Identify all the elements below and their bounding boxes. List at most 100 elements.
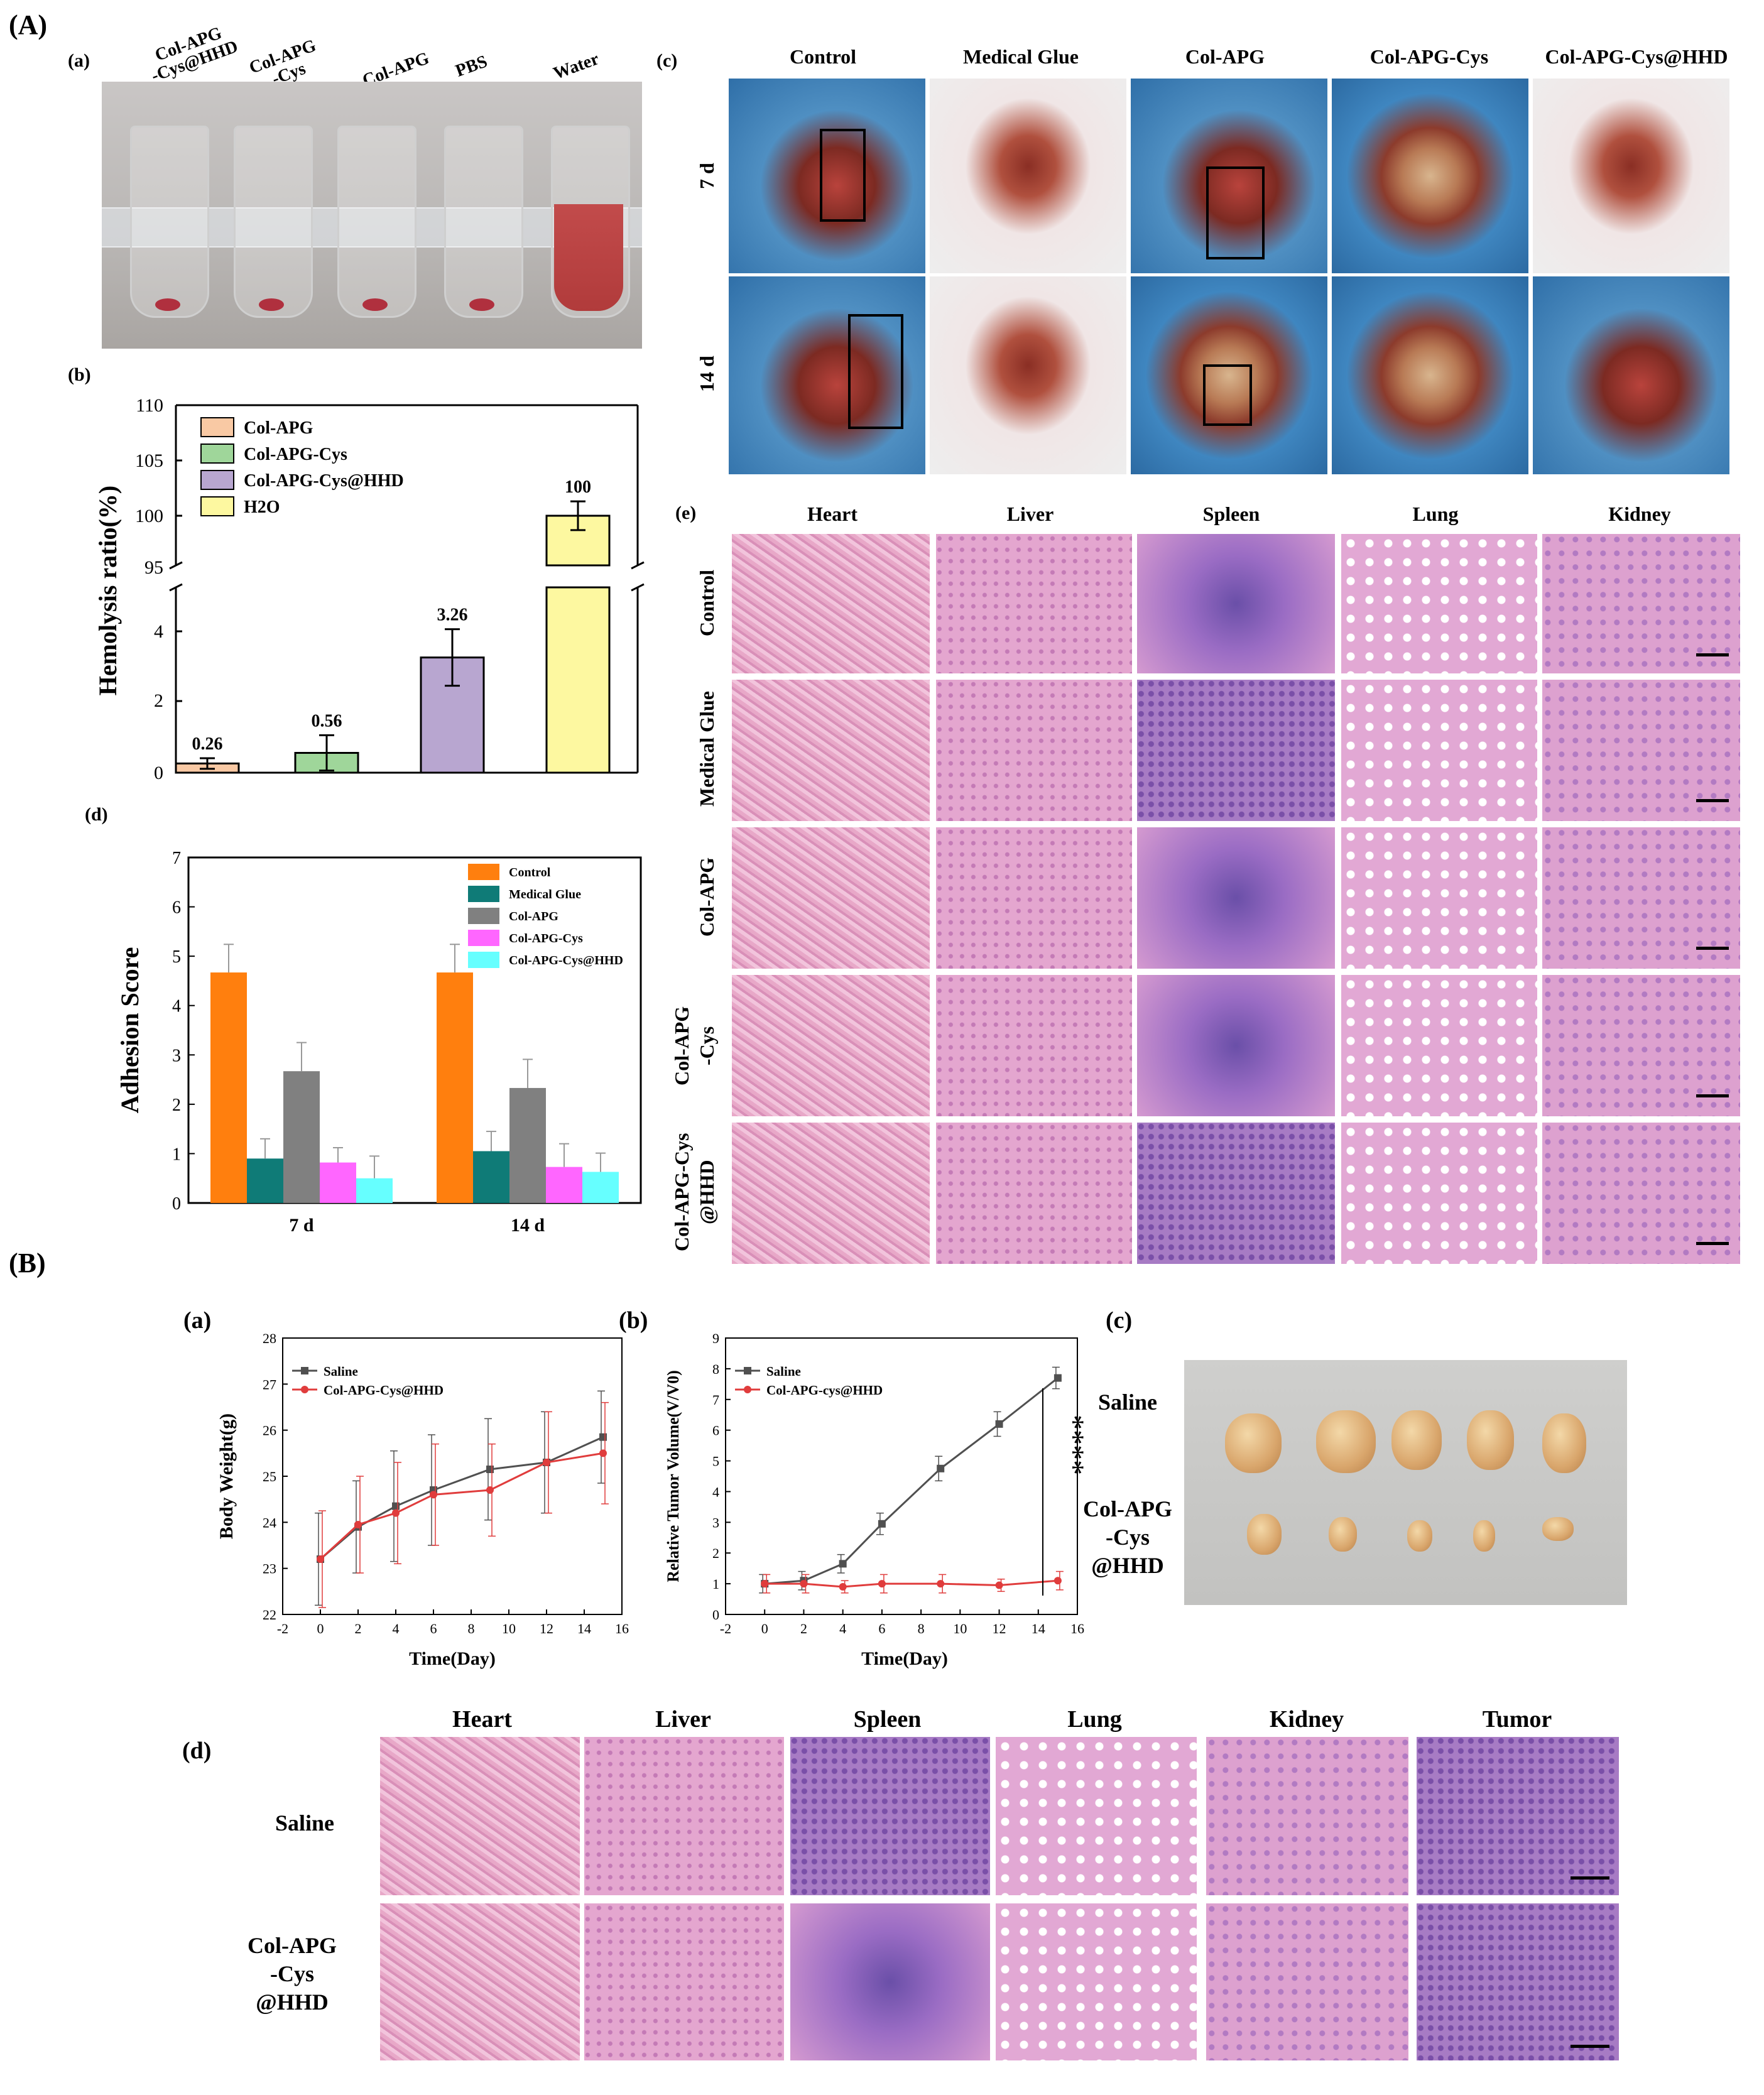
adh-ytick-0: 0 — [172, 1194, 181, 1214]
hemo-legend-label-3: Col-APG-Cys@HHD — [244, 471, 404, 491]
surgery-col-medical-glue: Medical Glue — [963, 45, 1079, 68]
bw-point-2-5 — [486, 1486, 494, 1494]
panel-label-Aa: (a) — [68, 50, 90, 71]
panel-label-Bb: (b) — [619, 1307, 648, 1334]
adh-bar-1-1 — [210, 972, 247, 1203]
histA-row-medical-glue: Medical Glue — [695, 691, 718, 807]
bw-point-2-4 — [430, 1491, 437, 1499]
histA-colapg-liver — [936, 827, 1132, 969]
bw-point-1-7 — [599, 1433, 607, 1441]
histA-control-heart — [732, 534, 930, 673]
bw-point-2-3 — [392, 1509, 400, 1517]
tv-ytick-3: 3 — [712, 1515, 719, 1530]
tv-point-2-4 — [878, 1580, 886, 1588]
surgery-photo-glue-14d — [930, 276, 1126, 474]
hemo-ytick-110: 110 — [136, 395, 163, 416]
section-b-label: (B) — [9, 1248, 46, 1278]
bw-legend-label-1: Saline — [324, 1364, 358, 1379]
bw-ytick-27: 27 — [263, 1376, 276, 1392]
tv-ytick-6: 6 — [712, 1423, 719, 1439]
histA-col-liver: Liver — [1006, 503, 1054, 525]
hemo-ytick-2: 2 — [154, 690, 163, 711]
histB-hhd-lung — [996, 1903, 1197, 2060]
bw-legend-label-2: Col-APG-Cys@HHD — [324, 1383, 444, 1398]
hemo-legend-swatch-3 — [200, 470, 234, 490]
tv-point-2-6 — [995, 1581, 1003, 1589]
tube-label-5: Water — [550, 49, 602, 84]
bw-legend-marker-1 — [301, 1367, 308, 1374]
bw-series-line-1 — [320, 1436, 604, 1560]
surgery-row-7d: 7 d — [695, 163, 718, 189]
tv-ytick-8: 8 — [712, 1361, 719, 1377]
histB-row-hhd-line3: @HHD — [256, 1989, 329, 2015]
tv-legend-label-2: Col-APG-cys@HHD — [766, 1383, 883, 1398]
tv-point-2-5 — [937, 1580, 945, 1588]
bw-xtick-16: 16 — [615, 1621, 629, 1636]
tv-legend: Saline Col-APG-cys@HHD — [735, 1364, 883, 1398]
adh-legend-swatch-2 — [468, 886, 499, 902]
bw-point-2-1 — [317, 1555, 324, 1563]
histB-row-hhd-line2: -Cys — [270, 1961, 314, 1986]
adh-bar-1-5 — [356, 1178, 393, 1203]
tv-xtick-4: 4 — [839, 1621, 846, 1636]
histA-col-spleen: Spleen — [1202, 503, 1260, 525]
adh-bar-1-2 — [247, 1158, 283, 1203]
histB-col-liver: Liver — [655, 1706, 711, 1733]
tv-xtick-10: 10 — [953, 1621, 967, 1636]
surgery-photo-hhd-7d — [1533, 79, 1729, 273]
histA-row-col-apg-cys-line2: -Cys — [695, 1026, 718, 1066]
adh-legend-label-1: Control — [509, 866, 551, 879]
surgery-photo-hhd-14d — [1533, 276, 1729, 474]
adh-bar-2-1 — [437, 972, 473, 1203]
adh-bar-2-4 — [546, 1167, 582, 1203]
tv-point-1-3 — [839, 1560, 847, 1568]
histA-colapg-heart — [732, 827, 930, 969]
tv-ytick-1: 1 — [712, 1576, 719, 1592]
hemo-legend-label-1: Col-APG — [244, 418, 313, 438]
adh-ytick-2: 2 — [172, 1096, 181, 1115]
tv-point-2-7 — [1054, 1577, 1062, 1585]
bw-point-1-3 — [392, 1502, 400, 1510]
hemo-ytick-95: 95 — [144, 557, 163, 578]
tv-point-2-1 — [761, 1580, 769, 1588]
surgery-col-col-apg-cys: Col-APG-Cys — [1369, 45, 1489, 68]
histB-row-hhd-line1: Col-APG — [248, 1933, 337, 1958]
histA-glue-spleen — [1137, 680, 1335, 821]
adh-legend-swatch-3 — [468, 908, 499, 924]
tv-ytick-7: 7 — [712, 1392, 719, 1408]
bw-xtick-10: 10 — [502, 1621, 516, 1636]
tv-ytick-5: 5 — [712, 1454, 719, 1469]
adh-ytick-1: 1 — [172, 1145, 181, 1164]
hemo-ylabel: Hemolysis ratio(%) — [94, 486, 122, 695]
panel-label-Ba: (a) — [183, 1307, 212, 1334]
tumor-photo — [1184, 1360, 1627, 1605]
bw-point-1-5 — [486, 1466, 494, 1473]
hemo-data-label-2: 0.56 — [312, 711, 342, 731]
tumor-row-hhd-line1: Col-APG — [1083, 1496, 1172, 1521]
adh-bar-1-3 — [283, 1071, 320, 1203]
histB-hhd-spleen — [790, 1903, 990, 2060]
histB-hhd-heart — [380, 1903, 580, 2060]
tv-xtick-12: 12 — [993, 1621, 1006, 1636]
bw-legend-marker-2 — [301, 1386, 308, 1393]
adh-ytick-5: 5 — [172, 947, 181, 967]
histB-row-saline: Saline — [275, 1810, 335, 1836]
tv-legend-marker-1 — [744, 1367, 751, 1374]
histB-col-heart: Heart — [452, 1706, 512, 1733]
histA-row-control: Control — [695, 569, 718, 637]
tv-point-1-6 — [995, 1420, 1003, 1428]
adh-bar-2-5 — [582, 1172, 619, 1203]
adh-ytick-4: 4 — [172, 997, 181, 1016]
hemolysis-chart: 0.26 0.56 3.26 100 110 105 100 95 4 2 0 Hem… — [94, 395, 645, 783]
hemolysis-tube-photo — [102, 82, 642, 349]
adh-legend-swatch-4 — [468, 930, 499, 946]
bw-xtick-6: 6 — [430, 1621, 437, 1636]
histB-hhd-kidney — [1206, 1903, 1408, 2060]
histA-hhd-lung — [1341, 1123, 1537, 1264]
bw-ytick-28: 28 — [263, 1330, 276, 1346]
adh-ylabel: Adhesion Score — [116, 947, 144, 1114]
surgery-row-14d: 14 d — [695, 356, 718, 392]
histB-saline-kidney — [1206, 1737, 1408, 1895]
